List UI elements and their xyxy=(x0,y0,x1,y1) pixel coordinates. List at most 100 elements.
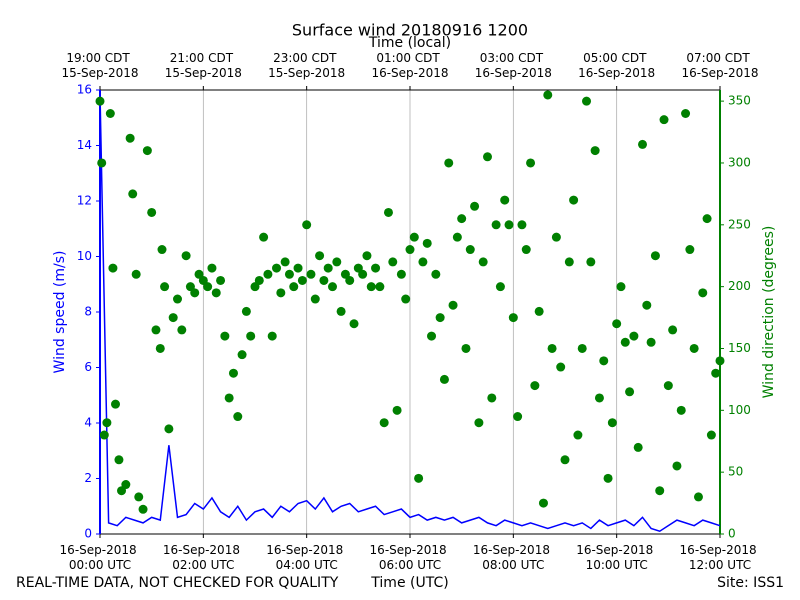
y2-tick-label: 250 xyxy=(728,217,751,231)
top-x-tick-label: 07:00 CDT 16-Sep-2018 xyxy=(681,51,758,80)
wind-direction-point xyxy=(401,294,411,304)
wind-direction-point xyxy=(207,263,217,273)
wind-direction-point xyxy=(392,405,402,415)
wind-direction-point xyxy=(534,306,544,316)
wind-direction-point xyxy=(259,232,269,242)
wind-direction-point xyxy=(444,158,454,168)
wind-direction-point xyxy=(495,282,505,292)
wind-direction-point xyxy=(702,214,712,224)
wind-direction-point xyxy=(108,263,118,273)
wind-direction-point xyxy=(457,214,467,224)
wind-direction-point xyxy=(646,337,656,347)
wind-direction-point xyxy=(241,306,251,316)
y-tick-label: 12 xyxy=(77,194,92,208)
wind-direction-point xyxy=(513,412,523,422)
wind-direction-point xyxy=(216,275,226,285)
wind-direction-point xyxy=(414,473,424,483)
wind-direction-point xyxy=(306,269,316,279)
y-tick-label: 16 xyxy=(77,83,92,97)
wind-direction-point xyxy=(246,331,256,341)
wind-direction-point xyxy=(97,158,107,168)
x-tick-label: 16-Sep-2018 04:00 UTC xyxy=(266,543,347,572)
wind-direction-point xyxy=(478,257,488,267)
wind-direction-point xyxy=(114,455,124,465)
wind-direction-point xyxy=(396,269,406,279)
wind-direction-point xyxy=(711,368,721,378)
wind-direction-point xyxy=(111,399,120,409)
wind-direction-point xyxy=(228,368,238,378)
wind-direction-point xyxy=(280,257,290,267)
top-axis-label: Time (local) xyxy=(368,35,451,51)
wind-direction-point xyxy=(452,232,462,242)
wind-direction-point xyxy=(547,343,557,353)
wind-direction-point xyxy=(233,412,243,422)
y-tick-label: 2 xyxy=(84,471,92,485)
wind-direction-point xyxy=(220,331,230,341)
wind-direction-point xyxy=(388,257,398,267)
wind-direction-point xyxy=(371,263,381,273)
wind-direction-point xyxy=(173,294,182,304)
wind-direction-point xyxy=(612,319,622,329)
wind-direction-point xyxy=(302,220,312,230)
x-tick-label: 16-Sep-2018 12:00 UTC xyxy=(680,543,761,572)
wind-direction-point xyxy=(284,269,294,279)
wind-direction-point xyxy=(332,257,342,267)
wind-direction-point xyxy=(439,374,449,384)
wind-direction-point xyxy=(693,492,703,502)
wind-direction-point xyxy=(685,245,695,255)
wind-direction-point xyxy=(564,257,574,267)
wind-direction-point xyxy=(487,393,497,403)
wind-direction-point xyxy=(715,356,725,366)
top-x-tick-label: 19:00 CDT 15-Sep-2018 xyxy=(61,51,138,80)
wind-direction-point xyxy=(538,498,548,508)
wind-direction-point xyxy=(142,146,152,156)
wind-direction-point xyxy=(358,269,368,279)
wind-direction-point xyxy=(366,282,376,292)
wind-direction-point xyxy=(224,393,234,403)
wind-direction-point xyxy=(663,381,673,391)
wind-direction-point xyxy=(590,146,600,156)
wind-speed-line xyxy=(99,92,721,533)
wind-direction-point xyxy=(642,300,652,310)
y-tick-label: 6 xyxy=(84,360,92,374)
wind-direction-point xyxy=(582,96,592,106)
wind-direction-point xyxy=(431,269,441,279)
x-tick-label: 16-Sep-2018 02:00 UTC xyxy=(163,543,244,572)
wind-direction-point xyxy=(526,158,536,168)
y-tick-label: 0 xyxy=(84,527,92,541)
wind-direction-point xyxy=(181,251,191,261)
wind-direction-point xyxy=(698,288,708,298)
y-tick-label: 8 xyxy=(84,305,92,319)
wind-direction-point xyxy=(319,275,329,285)
wind-direction-point xyxy=(272,263,282,273)
wind-direction-point xyxy=(607,418,617,428)
wind-direction-point xyxy=(676,405,686,415)
footer-note: REAL-TIME DATA, NOT CHECKED FOR QUALITY xyxy=(16,575,339,591)
wind-direction-point xyxy=(418,257,428,267)
wind-direction-point xyxy=(521,245,531,255)
wind-direction-point xyxy=(328,282,337,292)
top-x-tick-label: 05:00 CDT 16-Sep-2018 xyxy=(578,51,655,80)
y2-tick-label: 100 xyxy=(728,403,751,417)
y2-tick-label: 200 xyxy=(728,279,751,293)
wind-direction-point xyxy=(267,331,277,341)
wind-direction-point xyxy=(668,325,678,335)
wind-direction-point xyxy=(349,319,359,329)
wind-direction-point xyxy=(297,275,307,285)
wind-direction-point xyxy=(157,245,167,255)
wind-direction-point xyxy=(177,325,187,335)
wind-direction-point xyxy=(147,207,157,217)
wind-direction-point xyxy=(681,108,691,118)
wind-direction-point xyxy=(603,473,613,483)
top-x-tick-label: 01:00 CDT 16-Sep-2018 xyxy=(371,51,448,80)
wind-direction-point xyxy=(323,263,333,273)
y2-tick-label: 350 xyxy=(728,94,751,108)
wind-direction-point xyxy=(599,356,609,366)
wind-direction-point xyxy=(672,461,682,471)
wind-direction-point xyxy=(409,232,419,242)
wind-direction-point xyxy=(289,282,299,292)
wind-direction-point xyxy=(689,343,699,353)
wind-direction-point xyxy=(155,343,165,353)
y2-axis-label: Wind direction (degrees) xyxy=(761,226,777,399)
